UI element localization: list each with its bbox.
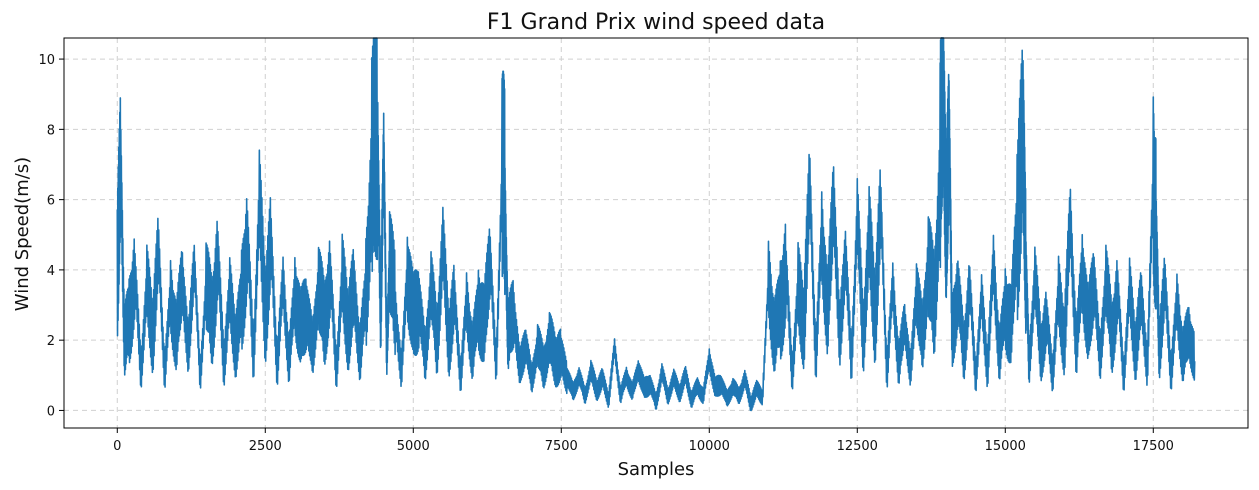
series-layer — [116, 37, 1196, 412]
x-tick-label: 7500 — [545, 439, 578, 454]
y-tick-label: 8 — [47, 123, 55, 138]
y-tick-label: 6 — [47, 194, 55, 209]
y-tick-label: 2 — [47, 334, 55, 349]
chart-title: F1 Grand Prix wind speed data — [487, 10, 825, 35]
y-tick-label: 10 — [38, 53, 55, 68]
y-tick-label: 4 — [47, 264, 55, 279]
plot-frame — [63, 37, 1249, 429]
y-tick-label: 0 — [47, 404, 55, 419]
x-tick-label: 0 — [113, 439, 121, 454]
x-tick-label: 5000 — [397, 439, 430, 454]
x-axis-label: Samples — [618, 459, 695, 480]
x-tick-label: 10000 — [689, 439, 730, 454]
series-line-0 — [116, 37, 1196, 412]
x-tick-label: 2500 — [249, 439, 282, 454]
axis-ticks: 0 2500 5000 7500 10000 12500 15000 17500 0 2 4 6 8 10 — [38, 53, 1174, 454]
x-tick-label: 12500 — [837, 439, 878, 454]
x-tick-label: 15000 — [985, 439, 1026, 454]
y-axis-label: Wind Speed(m/s) — [12, 157, 33, 311]
x-tick-label: 17500 — [1133, 439, 1174, 454]
